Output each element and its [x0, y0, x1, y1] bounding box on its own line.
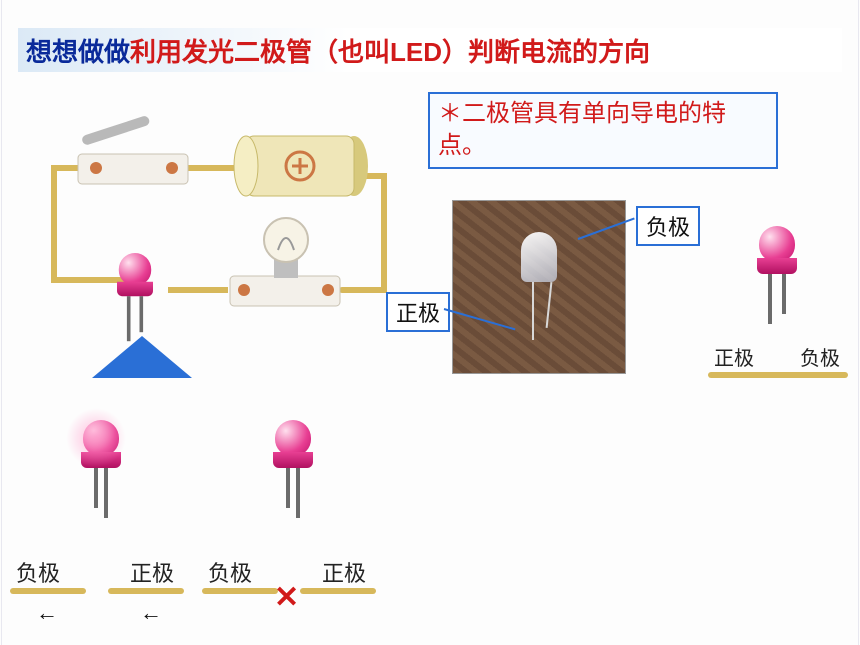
ref-cathode-label: 负极 [800, 342, 840, 371]
callout-cathode-text: 负极 [646, 215, 690, 240]
battery [234, 136, 368, 196]
example-off: 负极 正极 ✕ [208, 414, 378, 614]
fact-box: ＊二极管具有单向导电的特点。 [428, 92, 778, 169]
page-title: 想想做做 利用发光二极管（也叫LED）判断电流的方向 [18, 28, 842, 72]
callout-anode: 正极 [386, 292, 450, 332]
block-x: ✕ [274, 580, 299, 615]
title-thinkdo: 想想做做 [26, 32, 130, 69]
ex-on-right: 正极 [130, 556, 174, 588]
arrow-left: ← [36, 600, 58, 626]
callout-anode-text: 正极 [396, 301, 440, 326]
ex-off-left: 负极 [208, 556, 252, 588]
reference-led: 正极 负极 [722, 226, 832, 396]
example-on: 负极 正极 ← ← [16, 414, 186, 614]
lamp [230, 218, 340, 306]
ex-on-left: 负极 [16, 556, 60, 588]
circuit-led [114, 253, 155, 343]
arrow-left2: ← [140, 600, 162, 626]
photo-led [514, 232, 564, 342]
ref-anode-label: 正极 [714, 342, 754, 371]
fact-text: ＊二极管具有单向导电的特点。 [438, 100, 726, 159]
title-rest: 利用发光二极管（也叫LED）判断电流的方向 [130, 32, 650, 69]
callout-cathode: 负极 [636, 206, 700, 246]
circuit-diagram [24, 100, 404, 360]
led-photo [452, 200, 626, 374]
ex-off-right: 正极 [322, 556, 366, 588]
